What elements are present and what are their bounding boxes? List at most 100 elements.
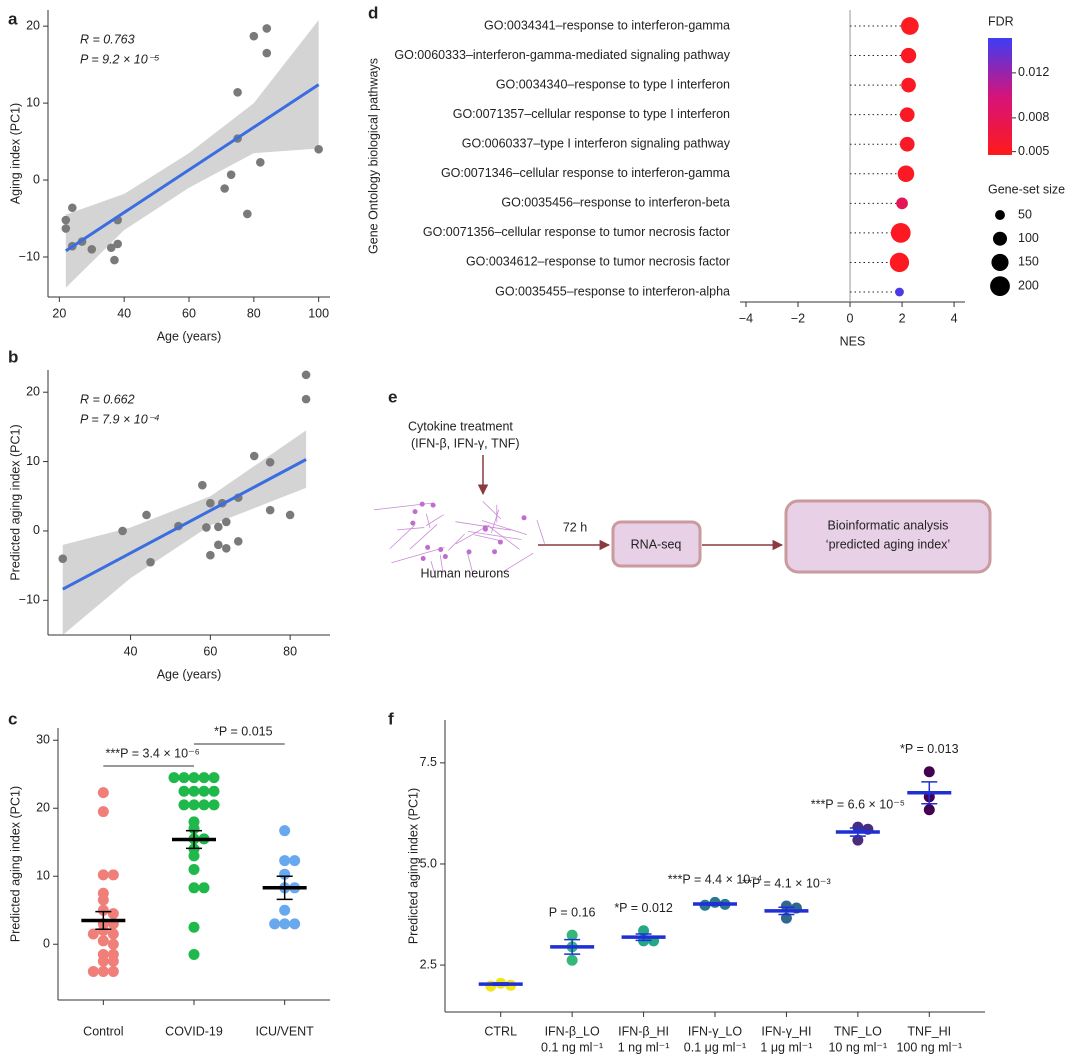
point [279, 855, 290, 866]
colorbar [988, 38, 1012, 155]
panel-e: e Cytokine treatment (IFN-β, IFN-γ, TNF)… [374, 387, 990, 580]
point [62, 224, 71, 233]
y-axis-label: Predicted aging index (PC1) [8, 424, 22, 580]
point [302, 395, 311, 404]
x-tick-label: TNF_LO [834, 1024, 882, 1038]
x-tick-label: 0.1 ng ml⁻¹ [541, 1040, 603, 1054]
y-tick-label: 10 [26, 454, 40, 468]
point [189, 864, 200, 875]
x-tick-label: CTRL [484, 1024, 517, 1038]
soma [410, 521, 415, 526]
neurite [426, 515, 443, 526]
size-legend-dot [990, 276, 1010, 296]
point [189, 850, 200, 861]
point [142, 511, 151, 520]
y-tick-label: GO:0034612–response to tumor necrosis fa… [466, 255, 730, 269]
point [924, 766, 935, 777]
x-tick-label: IFN-γ_LO [688, 1024, 742, 1038]
point [302, 371, 311, 380]
annotation: *P = 0.015 [214, 724, 273, 738]
point [146, 558, 155, 567]
soma [425, 545, 430, 550]
point [62, 216, 71, 225]
point [68, 203, 77, 212]
colorbar-title: FDR [988, 14, 1014, 28]
point [220, 184, 229, 193]
point [924, 804, 935, 815]
y-tick-label: GO:0034341–response to interferon-gamma [484, 18, 730, 32]
x-tick-label: 0 [847, 311, 854, 325]
x-tick-label: 2 [899, 311, 906, 325]
dot [901, 78, 916, 93]
x-tick-label: −2 [791, 311, 805, 325]
point [227, 170, 236, 179]
dot [900, 107, 915, 122]
point [279, 918, 290, 929]
point [98, 956, 109, 967]
annotation: R = 0.662 [80, 392, 135, 406]
x-tick-label: 100 ng ml⁻¹ [896, 1040, 962, 1054]
point [199, 882, 210, 893]
y-tick-label: 20 [26, 384, 40, 398]
dot [901, 17, 919, 35]
panel-label: b [8, 347, 18, 366]
point [233, 88, 242, 97]
x-axis-label: NES [840, 334, 866, 348]
panel-label: a [8, 9, 18, 28]
panel-label: f [388, 709, 394, 728]
y-tick-label: 0 [33, 172, 40, 186]
point [87, 245, 96, 254]
dot [900, 137, 915, 152]
point [118, 527, 127, 536]
point [108, 869, 119, 880]
colorbar-tick-label: 0.005 [1018, 144, 1049, 158]
soma [492, 549, 497, 554]
annotation: P = 7.9 × 10⁻⁴ [80, 412, 160, 426]
point [88, 929, 99, 940]
soma [498, 540, 503, 545]
neurite [426, 514, 430, 528]
x-tick-label: COVID-19 [165, 1024, 223, 1038]
size-legend-dot [993, 232, 1007, 246]
y-tick-label: 0 [43, 937, 50, 951]
point [269, 918, 280, 929]
neurite [391, 548, 444, 563]
x-tick-label: IFN-γ_HI [761, 1024, 811, 1038]
fit-line [63, 459, 306, 589]
p-value-label: ***P = 6.6 × 10⁻⁵ [811, 797, 905, 811]
dot [895, 288, 904, 297]
y-tick-label: 20 [36, 801, 50, 815]
point [266, 458, 275, 467]
panel-label: d [368, 3, 378, 22]
y-tick-label: GO:0060337–type I interferon signaling p… [462, 137, 731, 151]
point [286, 511, 295, 520]
soma [467, 549, 472, 554]
y-tick-label: GO:0035455–response to interferon-alpha [495, 284, 730, 298]
point [189, 922, 200, 933]
soma [522, 515, 527, 520]
point [189, 772, 200, 783]
soma [431, 503, 436, 508]
soma [443, 554, 448, 559]
annotation: R = 0.763 [80, 32, 135, 46]
y-tick-label: 20 [26, 18, 40, 32]
point [108, 908, 119, 919]
point [88, 966, 99, 977]
x-tick-label: 60 [182, 306, 196, 320]
x-tick-label: 20 [52, 306, 66, 320]
p-value-label: P = 0.16 [549, 905, 596, 919]
point [567, 955, 578, 966]
point [199, 786, 210, 797]
x-axis-label: Age (years) [157, 329, 222, 343]
point [222, 544, 231, 553]
y-axis-label: Predicted aging index (PC1) [406, 788, 420, 944]
point [243, 210, 252, 219]
size-legend-label: 200 [1018, 278, 1039, 292]
colorbar-tick-label: 0.012 [1018, 65, 1049, 79]
treatment-label: Cytokine treatment [408, 419, 513, 433]
x-tick-label: 100 [308, 306, 329, 320]
y-tick-label: 7.5 [420, 755, 437, 769]
step-label: ‘predicted aging index’ [826, 537, 950, 551]
size-legend-title: Gene-set size [988, 182, 1065, 196]
neurite [449, 534, 465, 550]
